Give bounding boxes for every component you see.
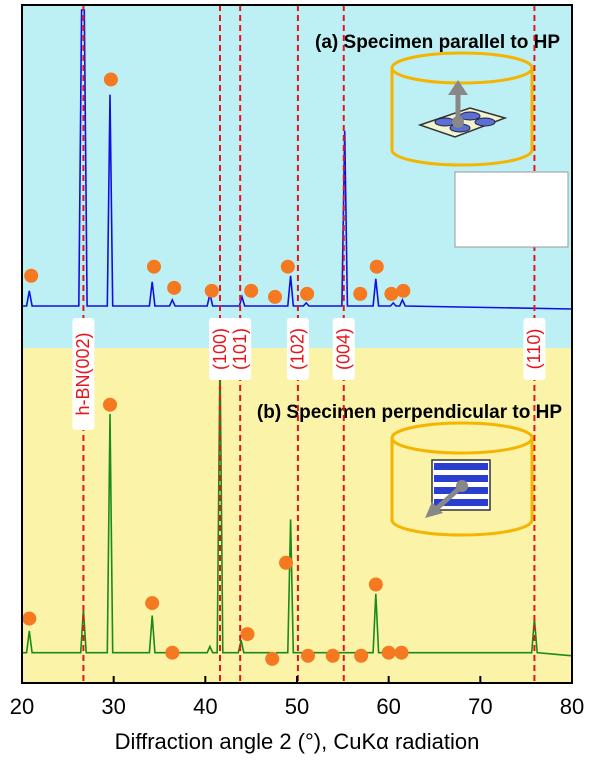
yb2o3-marker xyxy=(353,287,367,301)
reference-label-text: (110) xyxy=(524,329,544,370)
reference-label: h-BN(002) xyxy=(72,318,94,430)
reference-label-text: (100) xyxy=(210,328,230,370)
yb2o3-marker xyxy=(24,269,38,283)
yb2o3-marker xyxy=(244,284,258,298)
yb2o3-marker xyxy=(241,627,255,641)
panel-title: (b) Specimen perpendicular to HP xyxy=(257,402,562,423)
reference-label: (101) xyxy=(229,318,251,380)
yb2o3-marker xyxy=(147,260,161,274)
yb2o3-marker xyxy=(370,260,384,274)
yb2o3-marker xyxy=(396,284,410,298)
yb2o3-marker xyxy=(103,398,117,412)
yb2o3-marker xyxy=(300,287,314,301)
yb2o3-marker xyxy=(354,649,368,663)
x-tick-label: 80 xyxy=(560,694,584,719)
reference-label: (110) xyxy=(523,318,545,380)
reference-label: (004) xyxy=(333,318,355,380)
yb2o3-marker xyxy=(369,578,383,592)
yb2o3-marker xyxy=(326,649,340,663)
yb2o3-marker xyxy=(22,612,36,626)
yb2o3-marker xyxy=(104,72,118,86)
reference-label-text: (102) xyxy=(288,328,308,370)
x-tick-label: 40 xyxy=(193,694,217,719)
yb2o3-marker xyxy=(281,260,295,274)
yb2o3-marker xyxy=(167,281,181,295)
reference-label: (100) xyxy=(209,318,231,380)
reference-label: (102) xyxy=(287,318,309,380)
x-tick-label: 20 xyxy=(10,694,34,719)
legend-box xyxy=(455,172,568,247)
yb2o3-marker xyxy=(145,596,159,610)
reference-label-text: (004) xyxy=(334,328,354,370)
reference-label-text: (101) xyxy=(230,328,250,370)
yb2o3-marker xyxy=(395,646,409,660)
yb2o3-marker xyxy=(301,649,315,663)
x-tick-label: 30 xyxy=(101,694,125,719)
reference-label-text: h-BN(002) xyxy=(73,332,93,415)
yb2o3-marker xyxy=(265,652,279,666)
yb2o3-marker xyxy=(384,287,398,301)
yb2o3-marker xyxy=(268,290,282,304)
yb2o3-marker xyxy=(279,556,293,570)
x-tick-label: 70 xyxy=(468,694,492,719)
yb2o3-marker xyxy=(205,284,219,298)
yb2o3-marker xyxy=(382,646,396,660)
x-tick-label: 60 xyxy=(376,694,400,719)
x-tick-label: 50 xyxy=(285,694,309,719)
panel-title: (a) Specimen parallel to HP xyxy=(315,32,560,53)
chart: (a) Specimen parallel to HP (b) Specimen … xyxy=(0,0,601,761)
x-axis-label: Diffraction angle 2 (°), CuKα radiation xyxy=(115,729,480,754)
yb2o3-marker xyxy=(165,646,179,660)
